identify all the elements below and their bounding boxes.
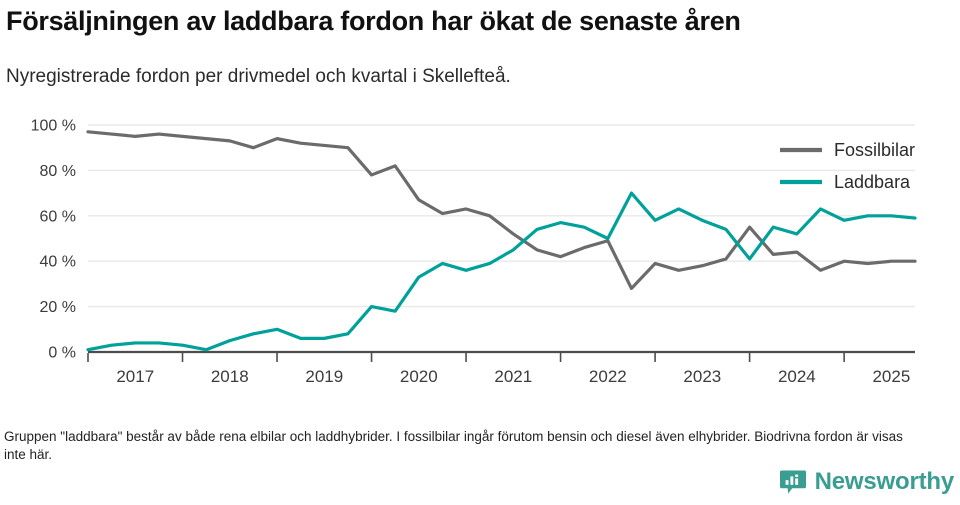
y-axis-tick-label: 100 % (31, 118, 76, 135)
y-axis-tick-label: 0 % (48, 345, 76, 362)
brand-name: Newsworthy (814, 468, 955, 495)
series-line-laddbara (86, 191, 917, 352)
x-axis-tick-label: 2020 (400, 367, 438, 386)
series-line-fossilbilar (86, 130, 917, 291)
x-axis-tick-label: 2021 (494, 367, 532, 386)
brand-logo: Newsworthy (779, 468, 954, 496)
chart-footnote: Gruppen "laddbara" består av både rena e… (4, 429, 903, 462)
page-title: Försäljningen av laddbara fordon har öka… (6, 6, 741, 36)
x-axis-tick-label: 2019 (305, 367, 343, 386)
x-axis-tick-label: 2025 (872, 367, 910, 386)
y-axis-tick-label: 60 % (40, 208, 76, 225)
x-axis-tick-label: 2018 (211, 367, 249, 386)
page-subtitle: Nyregistrerade fordon per drivmedel och … (6, 66, 511, 87)
y-axis-tick-label: 40 % (40, 254, 76, 271)
line-chart: 0 % 20 % 40 % 60 % 80 % 100 % 2017 2018 2019 2020… (31, 118, 917, 386)
x-axis-tick-label: 2023 (683, 367, 721, 386)
y-axis-tick-label: 20 % (40, 299, 76, 316)
x-axis-tick-label: 2017 (116, 367, 154, 386)
y-axis-tick-label: 80 % (40, 163, 76, 180)
legend-label: Fossilbilar (834, 140, 915, 160)
x-axis-tick-label: 2024 (778, 367, 816, 386)
speech-bubble-bar-chart-icon (779, 470, 806, 494)
chart-container: 0 % 20 % 40 % 60 % 80 % 100 % 2017 2018 2019 2020… (0, 108, 960, 398)
legend-label: Laddbara (834, 172, 911, 192)
x-axis-tick-label: 2022 (589, 367, 627, 386)
